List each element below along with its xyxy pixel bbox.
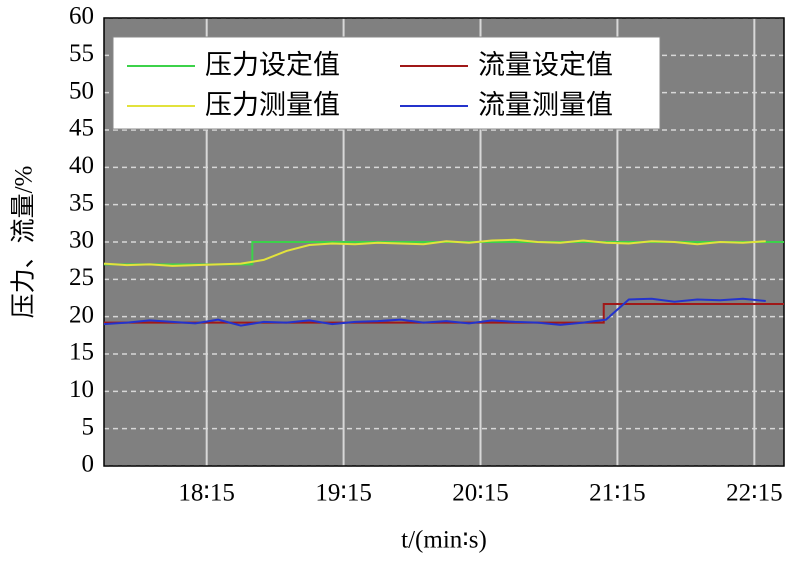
y-tick-label: 0 (82, 451, 95, 478)
data-line (104, 241, 784, 266)
y-tick-label: 60 (69, 3, 94, 30)
legend-label: 压力测量值 (205, 90, 340, 120)
y-axis-label: 压力、流量/% (10, 166, 38, 319)
y-tick-label: 40 (69, 152, 94, 179)
data-line (103, 297, 766, 327)
x-axis-label: t/(min∶s) (401, 527, 487, 554)
legend-label: 流量测量值 (478, 90, 613, 120)
data-line (103, 238, 766, 267)
y-tick-label: 20 (69, 301, 94, 328)
y-tick-label: 45 (69, 115, 94, 142)
legend-box (112, 36, 661, 130)
y-tick-label: 55 (69, 40, 94, 67)
y-tick-label: 35 (69, 189, 94, 216)
y-tick-label: 10 (69, 376, 94, 403)
x-tick-label: 20∶15 (452, 480, 509, 507)
x-tick-label: 19∶15 (315, 480, 372, 507)
x-tick-label: 21∶15 (589, 480, 646, 507)
y-tick-label: 50 (69, 77, 94, 104)
y-tick-label: 15 (69, 339, 94, 366)
y-tick-label: 25 (69, 264, 94, 291)
x-tick-label: 22∶15 (726, 480, 783, 507)
y-tick-label: 30 (69, 227, 94, 254)
legend-label: 流量设定值 (478, 50, 613, 80)
legend-label: 压力设定值 (205, 50, 340, 80)
x-tick-label: 18∶15 (178, 480, 235, 507)
y-tick-label: 5 (82, 413, 95, 440)
